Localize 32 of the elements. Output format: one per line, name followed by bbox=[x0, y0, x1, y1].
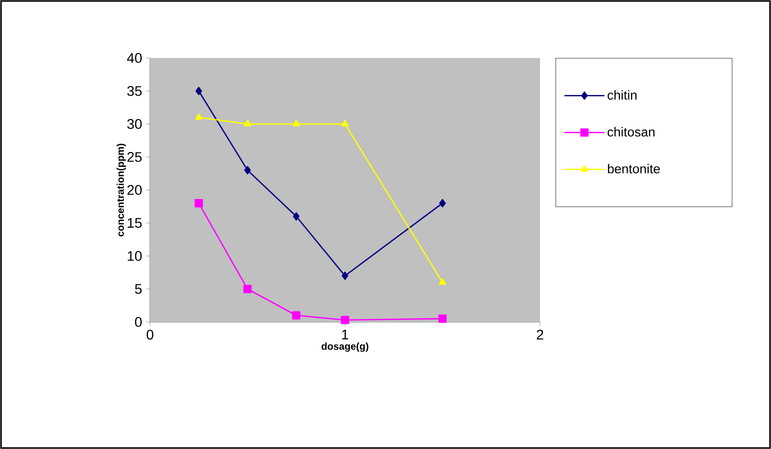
legend-label: chitosan bbox=[608, 127, 654, 137]
y-tick-label: 35 bbox=[127, 86, 142, 96]
legend-label: chitin bbox=[608, 90, 636, 100]
y-tick-label: 40 bbox=[127, 53, 142, 63]
point bbox=[292, 120, 300, 126]
point bbox=[244, 166, 251, 174]
y-tick-label: 20 bbox=[127, 185, 142, 195]
point bbox=[341, 120, 349, 126]
y-tick-label: 25 bbox=[127, 152, 142, 162]
y-tick-label: 15 bbox=[128, 218, 142, 228]
point bbox=[439, 199, 446, 208]
point bbox=[438, 314, 447, 323]
y-tick-label: 5 bbox=[135, 284, 142, 294]
y-tick-label: 30 bbox=[127, 119, 142, 129]
x-tick-label: 0 bbox=[146, 330, 154, 340]
y-tick-label: 0 bbox=[135, 317, 142, 327]
x-axis-title: dosage(g) bbox=[322, 342, 368, 352]
y-tick-label: 10 bbox=[128, 251, 142, 261]
x-tick-label: 2 bbox=[536, 330, 544, 340]
point bbox=[243, 284, 252, 294]
point bbox=[438, 278, 446, 285]
point bbox=[340, 316, 350, 324]
point bbox=[195, 113, 202, 120]
point bbox=[195, 86, 202, 96]
point bbox=[292, 311, 300, 320]
point bbox=[292, 212, 300, 221]
y-axis-title: concentration(ppm) bbox=[116, 144, 126, 236]
legend-label: bentonite bbox=[608, 164, 660, 174]
point bbox=[244, 120, 252, 126]
point bbox=[194, 199, 203, 208]
x-tick-label: 1 bbox=[342, 330, 348, 340]
point bbox=[342, 272, 348, 280]
